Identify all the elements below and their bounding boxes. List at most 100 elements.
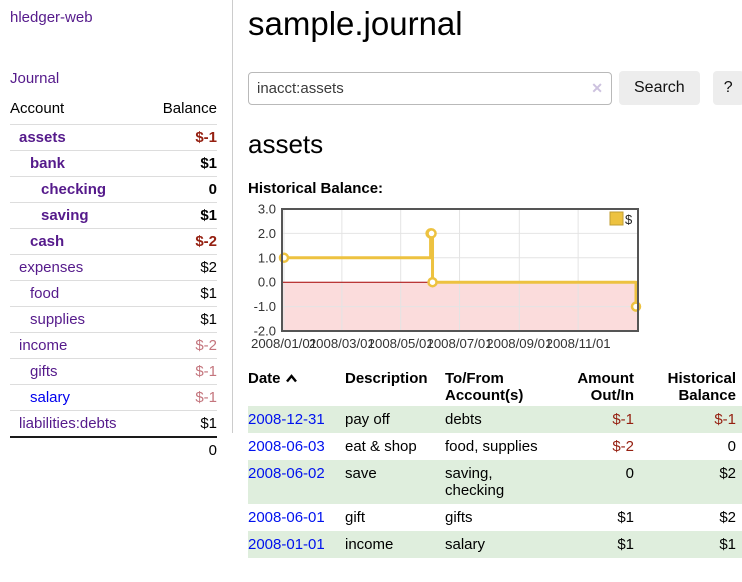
svg-text:2008/05/01: 2008/05/01 <box>368 336 434 351</box>
txn-amount: $-1 <box>612 411 634 428</box>
account-row: saving $1 <box>10 202 217 229</box>
section-title: assets <box>248 129 324 159</box>
account-balance: $-2 <box>147 332 217 359</box>
accounts-table-header: Account Balance <box>10 95 217 125</box>
search-button[interactable]: Search <box>619 71 700 105</box>
account-row: assets $-1 <box>10 124 217 151</box>
txn-amount: $1 <box>617 509 634 526</box>
svg-text:2008/01/01: 2008/01/01 <box>251 336 317 351</box>
svg-text:2008/11/01: 2008/11/01 <box>546 336 611 351</box>
app-brand-link[interactable]: hledger-web <box>10 9 93 26</box>
account-row: cash $-2 <box>10 228 217 255</box>
sidebar-item-journal[interactable]: Journal <box>10 70 60 87</box>
accounts-total-value: 0 <box>147 436 217 463</box>
account-link-food[interactable]: food <box>30 285 60 302</box>
txn-amount: $1 <box>617 536 634 553</box>
txn-accounts: gifts <box>445 509 473 526</box>
txn-amount: $-2 <box>612 438 634 455</box>
transaction-row: 2008-01-01 income salary $1 $1 <box>248 531 742 558</box>
svg-text:-1.0: -1.0 <box>254 299 276 314</box>
account-row: supplies $1 <box>10 306 217 333</box>
main-panel: sample.journal ✕ Search ? assets Histori… <box>233 0 742 582</box>
account-row: expenses $2 <box>10 254 217 281</box>
historical-balance-column-header: Historical Balance <box>667 370 736 404</box>
transactions-table-header: Date Description To/From Account(s) Amou… <box>248 367 742 406</box>
account-link-liabilities-debts[interactable]: liabilities:debts <box>19 415 117 432</box>
txn-description: gift <box>345 509 366 526</box>
account-link-cash[interactable]: cash <box>30 233 65 250</box>
txn-accounts: debts <box>445 411 482 428</box>
account-balance: $1 <box>147 202 217 229</box>
txn-date-link[interactable]: 2008-01-01 <box>248 536 325 553</box>
account-link-checking[interactable]: checking <box>41 181 107 198</box>
account-row: salary $-1 <box>10 384 217 411</box>
account-balance: $-2 <box>147 228 217 255</box>
transaction-row: 2008-12-31 pay off debts $-1 $-1 <box>248 406 742 433</box>
txn-date-link[interactable]: 2008-06-01 <box>248 509 325 526</box>
svg-text:3.0: 3.0 <box>258 203 276 217</box>
account-row: gifts $-1 <box>10 358 217 385</box>
account-balance: $-1 <box>147 358 217 385</box>
txn-accounts: food, supplies <box>445 438 538 455</box>
txn-date-link[interactable]: 2008-06-02 <box>248 465 325 482</box>
account-link-salary[interactable]: salary <box>30 389 71 406</box>
account-balance: $-1 <box>147 384 217 411</box>
account-balance: $1 <box>147 280 217 307</box>
account-link-bank[interactable]: bank <box>30 155 66 172</box>
txn-amount: 0 <box>625 465 634 482</box>
account-balance: $1 <box>147 306 217 333</box>
txn-description: income <box>345 536 394 553</box>
txn-balance: 0 <box>727 438 736 455</box>
help-button[interactable]: ? <box>712 71 742 105</box>
clear-search-icon[interactable]: ✕ <box>591 79 603 96</box>
account-row: food $1 <box>10 280 217 307</box>
svg-text:0.0: 0.0 <box>258 275 276 290</box>
date-column-header[interactable]: Date <box>248 367 345 406</box>
balance-chart-svg[interactable]: $3.0 2.0 1.0 0.0 -1.0 -2.02008/01/012008/03/0… <box>248 203 646 355</box>
txn-balance: $-1 <box>714 411 736 428</box>
svg-text:2008/07/01: 2008/07/01 <box>427 336 493 351</box>
accounts-table: Account Balance assets $-1 bank $1 check… <box>10 95 217 463</box>
sidebar: hledger-web Journal Account Balance asse… <box>0 0 233 463</box>
svg-text:-2.0: -2.0 <box>254 324 276 339</box>
account-link-saving[interactable]: saving <box>41 207 89 224</box>
account-link-assets[interactable]: assets <box>19 129 66 146</box>
account-link-income[interactable]: income <box>19 337 68 354</box>
account-balance: $2 <box>147 254 217 281</box>
chart-label: Historical Balance: <box>248 180 384 197</box>
accounts-total-row: 0 <box>10 436 217 463</box>
account-link-expenses[interactable]: expenses <box>19 259 84 276</box>
transaction-row: 2008-06-03 eat & shop food, supplies $-2… <box>248 433 742 460</box>
transactions-table: Date Description To/From Account(s) Amou… <box>248 367 742 558</box>
svg-text:2008/09/01: 2008/09/01 <box>486 336 552 351</box>
account-balance: $1 <box>147 150 217 177</box>
svg-text:1.0: 1.0 <box>258 250 276 265</box>
amount-column-header: Amount Out/In <box>577 370 634 404</box>
account-row: income $-2 <box>10 332 217 359</box>
account-row: bank $1 <box>10 150 217 177</box>
txn-accounts: salary <box>445 536 486 553</box>
txn-description: save <box>345 465 377 482</box>
txn-date-link[interactable]: 2008-12-31 <box>248 411 325 428</box>
search-input[interactable] <box>248 71 612 105</box>
account-row: checking 0 <box>10 176 217 203</box>
account-balance: $-1 <box>147 124 217 151</box>
account-column-header: Account <box>10 100 65 117</box>
page-title: sample.journal <box>248 5 463 42</box>
transaction-row: 2008-06-02 save saving, checking 0 $2 <box>248 460 742 504</box>
svg-text:2008/03/01: 2008/03/01 <box>309 336 375 351</box>
svg-text:2.0: 2.0 <box>258 226 276 241</box>
txn-date-link[interactable]: 2008-06-03 <box>248 438 325 455</box>
txn-description: eat & shop <box>345 438 417 455</box>
txn-balance: $2 <box>719 465 736 482</box>
sort-ascending-icon <box>285 373 298 384</box>
balance-chart[interactable]: $3.0 2.0 1.0 0.0 -1.0 -2.0 2008/01/01 2008/03/0… <box>248 203 742 355</box>
accounts-column-header: To/From Account(s) <box>445 370 524 404</box>
description-column-header: Description <box>345 370 428 387</box>
account-link-gifts[interactable]: gifts <box>30 363 58 380</box>
account-row: liabilities:debts $1 <box>10 410 217 437</box>
account-link-supplies[interactable]: supplies <box>30 311 86 328</box>
search-bar: ✕ Search ? <box>248 71 742 105</box>
txn-balance: $1 <box>719 536 736 553</box>
txn-accounts: saving, checking <box>445 465 505 499</box>
